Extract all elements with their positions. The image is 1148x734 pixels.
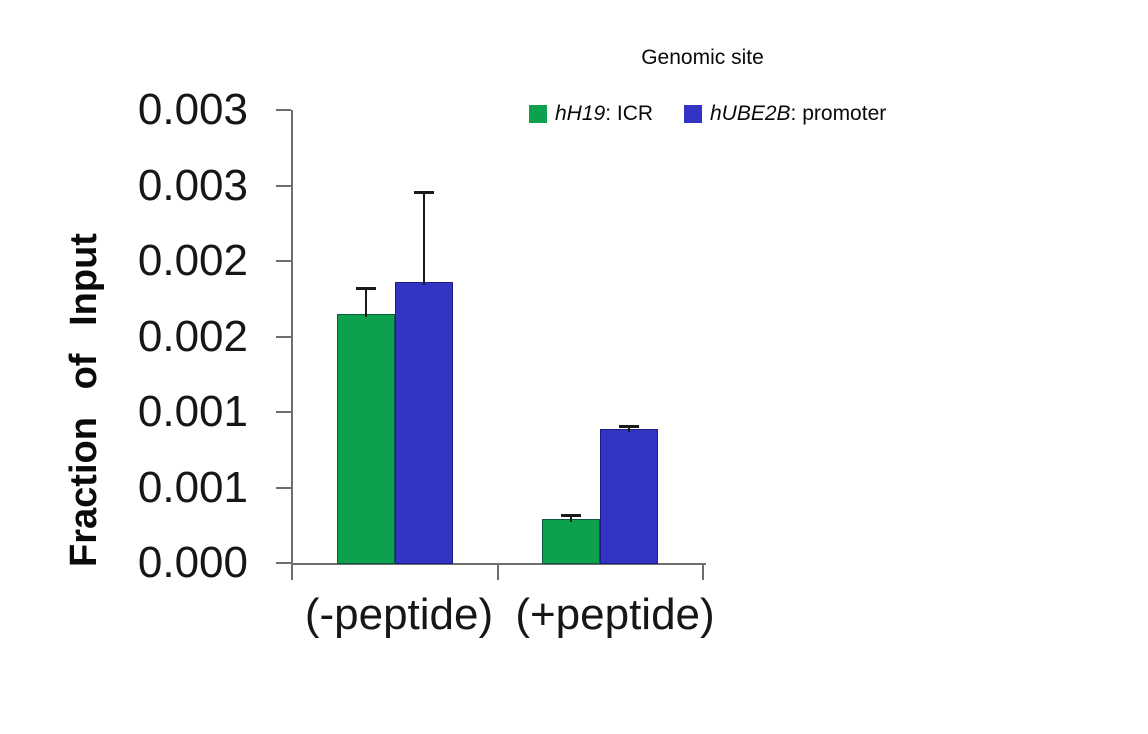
y-tick-label: 0.002 [137, 236, 248, 285]
error-bar-hube2b-promoter-peptide [422, 191, 425, 286]
y-tick-label: 0.001 [137, 387, 248, 436]
legend-swatch-blue [684, 105, 702, 123]
y-axis-line [291, 110, 293, 565]
y-axis-tick [276, 260, 291, 262]
bar-hube2b-promoter-peptide [394, 282, 453, 564]
x-axis-tick [291, 563, 293, 580]
y-axis-tick [276, 411, 291, 413]
x-category-label-plus-peptide: (+peptide) [515, 590, 715, 639]
y-tick-label: 0.001 [137, 462, 248, 512]
legend-swatch-green [529, 105, 547, 123]
x-axis-tick [702, 563, 704, 580]
legend-suffix-promoter: : promoter [790, 102, 887, 125]
y-tick-label: 0.003 [137, 85, 248, 134]
y-axis-tick [276, 486, 291, 489]
y-axis-tick [276, 109, 291, 111]
legend-item-hh19-icr: hH19: ICR [529, 102, 653, 126]
legend-label-hube2b-promoter: hUBE2B: promoter [710, 102, 886, 126]
legend-gene-hube2b: hUBE2B [710, 102, 791, 125]
y-tick-label: 0.002 [137, 311, 248, 361]
error-bar-cap-hh19-icr-peptide [560, 513, 581, 517]
y-axis-tick [276, 562, 291, 564]
bar-hube2b-promoter-peptide [599, 428, 658, 564]
legend-label-hh19-icr: hH19: ICR [555, 102, 653, 126]
x-axis-tick [497, 563, 499, 580]
y-tick-label: 0.003 [137, 160, 248, 210]
legend-gene-hh19: hH19 [555, 102, 606, 125]
x-category-label-minus-peptide: (-peptide) [304, 590, 494, 639]
legend-item-hube2b-promoter: hUBE2B: promoter [684, 102, 886, 126]
error-bar-cap-hh19-icr-peptide [355, 287, 376, 291]
bar-hh19-icr-peptide [541, 519, 600, 564]
error-bar-hube2b-promoter-peptide [627, 425, 630, 432]
error-bar-hh19-icr-peptide [569, 514, 572, 523]
error-bar-cap-hube2b-promoter-peptide [413, 190, 434, 194]
bar-hh19-icr-peptide [336, 313, 395, 564]
y-axis-tick [276, 335, 291, 338]
legend-title: Genomic site [641, 46, 764, 69]
error-bar-cap-hube2b-promoter-peptide [618, 424, 639, 428]
error-bar-hh19-icr-peptide [364, 288, 367, 317]
legend-suffix-icr: : ICR [605, 102, 654, 125]
y-tick-label: 0.000 [137, 538, 248, 587]
y-axis-tick [276, 184, 291, 187]
